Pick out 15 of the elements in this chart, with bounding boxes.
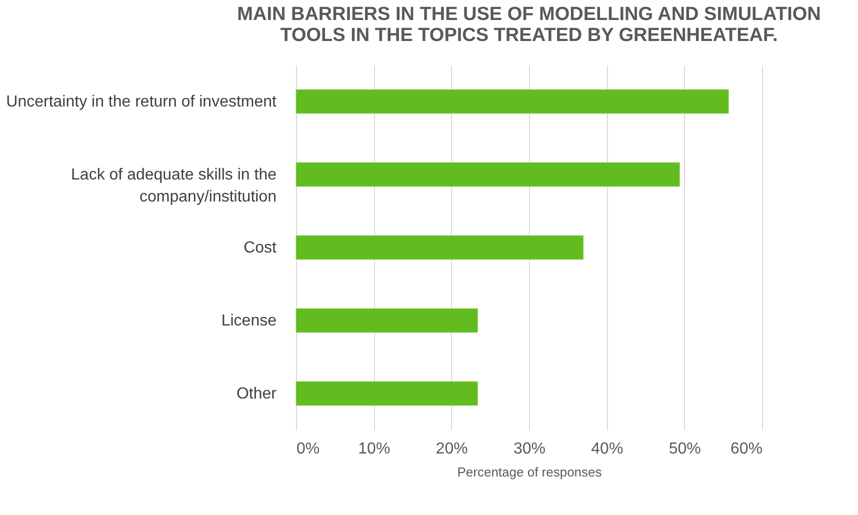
x-tick-label: 60% xyxy=(730,440,762,458)
x-tick-label: 20% xyxy=(436,440,468,458)
x-tick-label: 40% xyxy=(591,440,624,458)
text: MAIN BARRIERS IN THE USE OF MODELLING AND SIMULATION xyxy=(237,4,821,25)
x-tick-label: 30% xyxy=(513,440,546,458)
text: TOOLS IN THE TOPICS TREATED BY GREENHEATEAF. xyxy=(280,25,778,46)
x-tick-label: 50% xyxy=(668,440,701,458)
x-tick-label: 10% xyxy=(358,440,390,458)
y-tick-label: License xyxy=(221,312,277,330)
x-tick-label: 0% xyxy=(296,440,320,458)
x-axis-title: Percentage of responses xyxy=(457,464,602,480)
y-tick-label: Uncertainty in the return of investment xyxy=(6,94,278,110)
y-tick-label: Cost xyxy=(244,240,278,256)
y-tick-label: Other xyxy=(236,386,278,402)
y-tick-label: Lack of adequate skills in the company/institution xyxy=(71,166,277,206)
